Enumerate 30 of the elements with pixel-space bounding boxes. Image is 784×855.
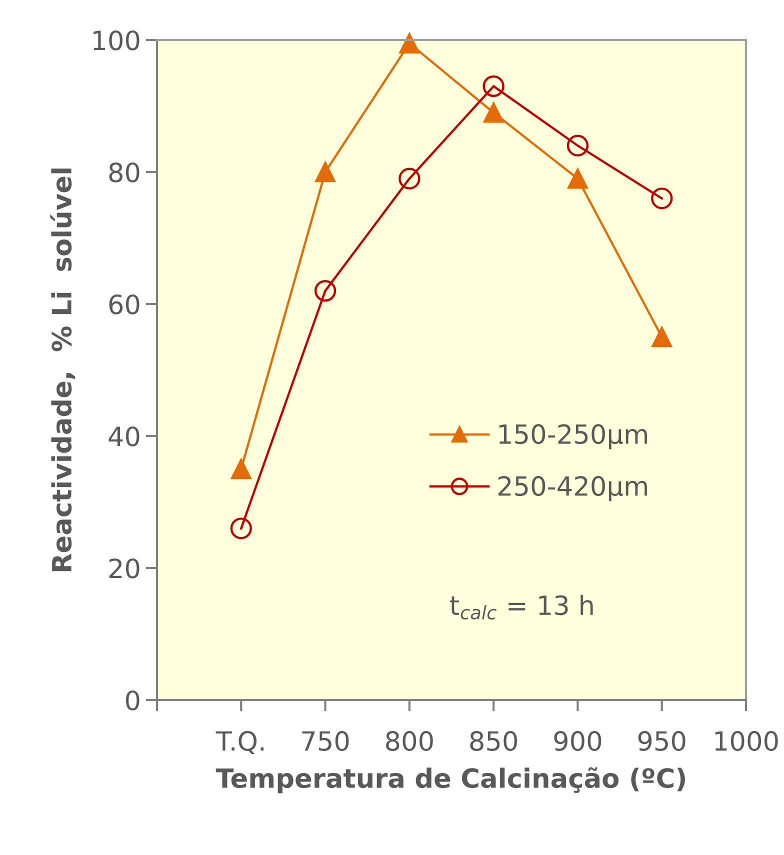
point <box>483 102 504 123</box>
y-tick-label: 60 <box>109 294 140 314</box>
y-axis-title: Reactividade, % Li solúvel <box>50 168 76 572</box>
x-tick-label: T.Q. <box>216 731 264 754</box>
y-tick-label: 0 <box>126 690 140 710</box>
y-tick-label: 80 <box>109 162 140 182</box>
point <box>315 162 336 182</box>
point <box>566 134 589 156</box>
point <box>314 280 336 302</box>
x-tick-label: 1000 <box>715 731 778 751</box>
y-tick-label: 100 <box>94 30 140 50</box>
legend-label: 150-250µm <box>499 424 647 450</box>
point <box>398 168 420 190</box>
legend-label: 250-420µm <box>498 476 647 502</box>
y-tick-label: 20 <box>109 558 140 578</box>
x-tick-label: 900 <box>554 731 602 751</box>
point <box>568 168 588 189</box>
point <box>652 326 672 348</box>
x-tick-label: 850 <box>470 731 518 751</box>
x-tick-label: 800 <box>386 731 433 751</box>
point <box>399 33 420 54</box>
x-axis-title: Temperatura de Calcinação (ºC) <box>216 767 685 794</box>
annotation: t$_{calc}$ = 13 h <box>450 594 593 620</box>
point <box>231 458 252 480</box>
x-tick-label: 950 <box>638 731 686 751</box>
point <box>230 518 252 540</box>
point <box>482 75 504 98</box>
x-tick-label: 750 <box>302 731 349 751</box>
y-tick-label: 40 <box>108 426 140 446</box>
point <box>651 188 673 210</box>
